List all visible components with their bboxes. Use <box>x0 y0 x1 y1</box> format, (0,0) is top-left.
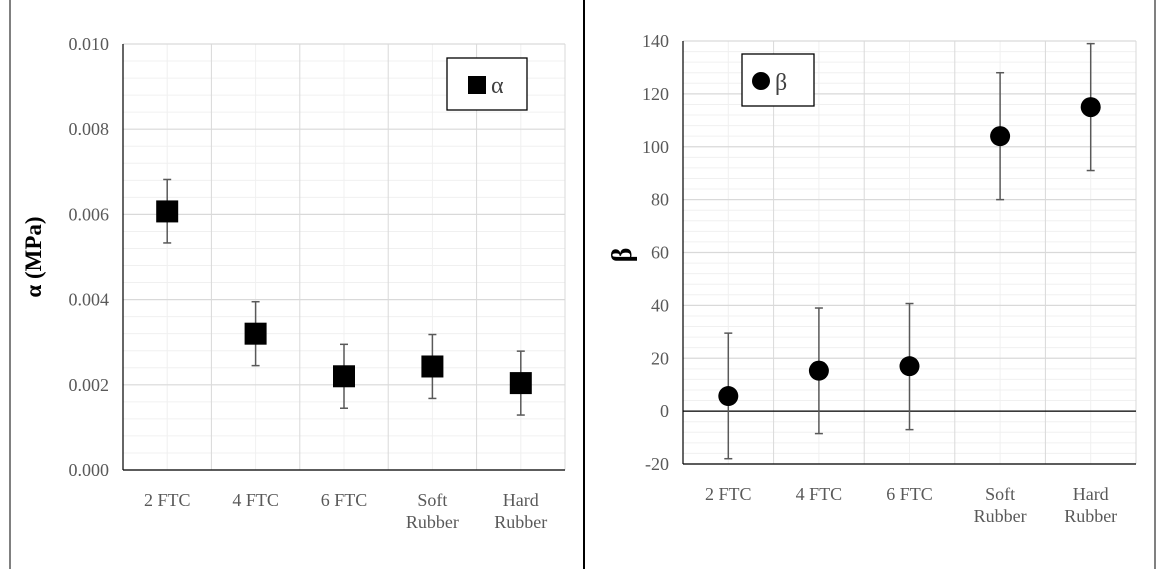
y-tick-label: 0.008 <box>69 119 110 139</box>
x-tick-label-line: Rubber <box>1064 506 1117 526</box>
y-tick-label: 0.004 <box>69 290 110 310</box>
data-point-circle <box>899 356 920 377</box>
y-tick-label: 20 <box>651 348 669 368</box>
x-tick-label-line: Hard <box>503 490 539 510</box>
alpha-chart: 0.000 0.002 0.004 0.006 0.008 0.010 2 FTC 4 FTC… <box>21 34 566 532</box>
x-tick-label-line: 6 FTC <box>321 490 368 510</box>
beta-chart: -20 0 20 40 60 80 100 120 140 2 FTC 4 FTC 6 FTC Soft… <box>607 31 1137 526</box>
x-tick-label-line: 2 FTC <box>705 484 752 504</box>
x-tick-label: 2 FTC <box>144 490 191 510</box>
x-tick-label: Hard Rubber <box>494 490 547 532</box>
legend-box <box>446 57 528 111</box>
data-point-circle <box>1080 97 1101 118</box>
data-point-square <box>333 365 355 388</box>
x-tick-label-line: 4 FTC <box>232 490 279 510</box>
x-tick-label: 2 FTC <box>705 484 752 504</box>
y-tick-label: 0 <box>660 401 669 421</box>
x-tick-label: 4 FTC <box>232 490 279 510</box>
x-tick-label-line: 6 FTC <box>886 484 933 504</box>
y-tick-label: 0.010 <box>69 34 110 54</box>
x-tick-label: 4 FTC <box>796 484 843 504</box>
y-tick-label: 0.006 <box>69 204 110 224</box>
y-tick-label: 80 <box>651 190 669 210</box>
legend-symbol-circle <box>752 72 770 90</box>
x-tick-label-line: Rubber <box>406 512 459 532</box>
legend: α <box>446 57 528 111</box>
y-axis-title: β <box>607 248 638 263</box>
data-point-circle <box>718 386 739 407</box>
data-point-square <box>156 200 179 223</box>
data-point-square <box>244 322 267 345</box>
y-tick-label: 60 <box>651 243 669 263</box>
legend-label: α <box>491 73 504 99</box>
legend-label: β <box>775 70 787 96</box>
x-tick-label-line: Rubber <box>974 506 1027 526</box>
y-tick-label: 140 <box>642 31 669 51</box>
y-tick-label: 0.000 <box>69 460 110 480</box>
y-tick-label: 120 <box>642 84 669 104</box>
x-tick-label: Hard Rubber <box>1064 484 1117 526</box>
x-tick-label-line: Soft <box>417 490 447 510</box>
y-tick-label: 0.002 <box>69 375 110 395</box>
y-tick-label: -20 <box>645 454 669 474</box>
x-tick-label-line: Soft <box>985 484 1015 504</box>
x-tick-label: Soft Rubber <box>974 484 1027 526</box>
data-point-square <box>421 355 444 378</box>
legend: β <box>741 53 815 107</box>
x-tick-label-line: 2 FTC <box>144 490 191 510</box>
y-tick-label: 40 <box>651 295 669 315</box>
x-tick-label-line: Rubber <box>494 512 547 532</box>
y-axis-title: α (MPa) <box>21 216 46 297</box>
x-tick-label: 6 FTC <box>321 490 368 510</box>
x-tick-label: Soft Rubber <box>406 490 459 532</box>
x-tick-label-line: 4 FTC <box>796 484 843 504</box>
x-tick-label: 6 FTC <box>886 484 933 504</box>
x-tick-label-line: Hard <box>1073 484 1109 504</box>
data-point-circle <box>808 360 829 381</box>
legend-symbol-square <box>468 76 486 94</box>
y-tick-label: 100 <box>642 137 669 157</box>
data-point-square <box>509 372 532 395</box>
data-point-circle <box>990 126 1011 147</box>
